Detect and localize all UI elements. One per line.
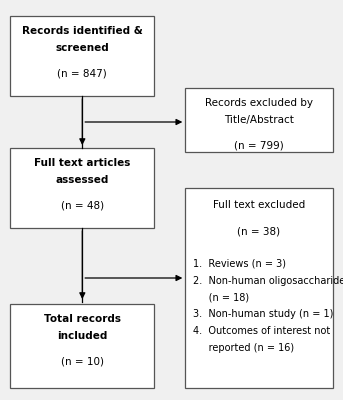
- Text: reported (n = 16): reported (n = 16): [193, 343, 294, 353]
- Text: Full text excluded: Full text excluded: [213, 200, 305, 210]
- FancyBboxPatch shape: [10, 148, 154, 228]
- Text: Records identified &: Records identified &: [22, 26, 143, 36]
- Text: 4.  Outcomes of interest not: 4. Outcomes of interest not: [193, 326, 330, 336]
- FancyBboxPatch shape: [185, 88, 333, 152]
- Text: included: included: [57, 331, 107, 341]
- Text: assessed: assessed: [56, 175, 109, 185]
- Text: (n = 847): (n = 847): [57, 69, 107, 79]
- Text: (n = 48): (n = 48): [61, 201, 104, 211]
- Text: screened: screened: [56, 43, 109, 53]
- FancyBboxPatch shape: [10, 16, 154, 96]
- Text: Records excluded by: Records excluded by: [205, 98, 313, 108]
- Text: 2.  Non-human oligosaccharides: 2. Non-human oligosaccharides: [193, 276, 343, 286]
- FancyBboxPatch shape: [10, 304, 154, 388]
- Text: (n = 10): (n = 10): [61, 357, 104, 367]
- Text: 3.  Non-human study (n = 1): 3. Non-human study (n = 1): [193, 309, 333, 319]
- Text: Full text articles: Full text articles: [34, 158, 130, 168]
- Text: Title/Abstract: Title/Abstract: [224, 115, 294, 125]
- Text: (n = 18): (n = 18): [193, 292, 249, 302]
- Text: Total records: Total records: [44, 314, 121, 324]
- FancyBboxPatch shape: [185, 188, 333, 388]
- Text: (n = 38): (n = 38): [237, 227, 281, 237]
- Text: 1.  Reviews (n = 3): 1. Reviews (n = 3): [193, 259, 286, 269]
- Text: (n = 799): (n = 799): [234, 141, 284, 151]
